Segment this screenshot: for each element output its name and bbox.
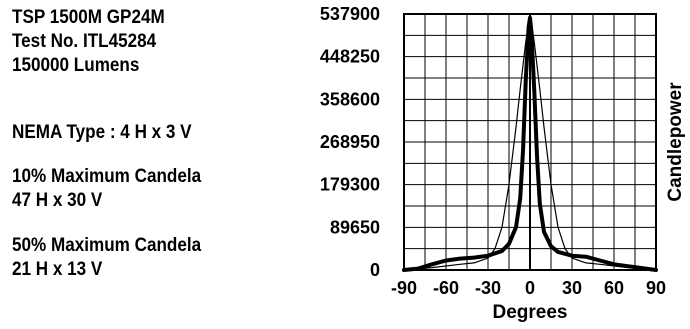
y-tick-label: 358600 — [320, 89, 380, 109]
x-tick-label: 0 — [525, 278, 535, 298]
y-tick-label: 179300 — [320, 175, 380, 195]
ten-percent-block: 10% Maximum Candela 47 H x 30 V — [12, 165, 201, 213]
label-layer: 089650179300268950358600448250537900-90-… — [320, 4, 686, 323]
fifty-percent-label: 50% Maximum Candela — [12, 235, 202, 256]
x-tick-label: -90 — [391, 278, 417, 298]
x-axis-label: Degrees — [493, 302, 568, 323]
y-tick-label: 448250 — [320, 47, 380, 67]
y-tick-label: 537900 — [320, 4, 380, 24]
grid-layer — [404, 14, 656, 270]
x-tick-label: -30 — [475, 278, 501, 298]
test-number: Test No. ITL45284 — [12, 31, 157, 52]
luminaire-info-block: TSP 1500M GP24M Test No. ITL45284 150000… — [12, 6, 165, 78]
y-tick-label: 268950 — [320, 132, 380, 152]
ten-percent-value: 47 H x 30 V — [12, 190, 103, 211]
fifty-percent-value: 21 H x 13 V — [12, 259, 103, 280]
frame-layer — [403, 13, 657, 271]
y-tick-label: 0 — [370, 260, 380, 280]
lumens-rating: 150000 Lumens — [12, 55, 140, 76]
x-tick-label: 30 — [562, 278, 582, 298]
y-axis-label: Candlepower — [665, 82, 686, 202]
x-tick-label: 60 — [604, 278, 624, 298]
nema-type: NEMA Type : 4 H x 3 V — [12, 122, 192, 143]
y-tick-label: 89650 — [330, 217, 380, 237]
x-tick-label: -60 — [433, 278, 459, 298]
fifty-percent-block: 50% Maximum Candela 21 H x 13 V — [12, 234, 201, 282]
x-tick-label: 90 — [646, 278, 666, 298]
ten-percent-label: 10% Maximum Candela — [12, 166, 202, 187]
plot-frame — [403, 13, 657, 271]
product-name: TSP 1500M GP24M — [12, 7, 165, 28]
